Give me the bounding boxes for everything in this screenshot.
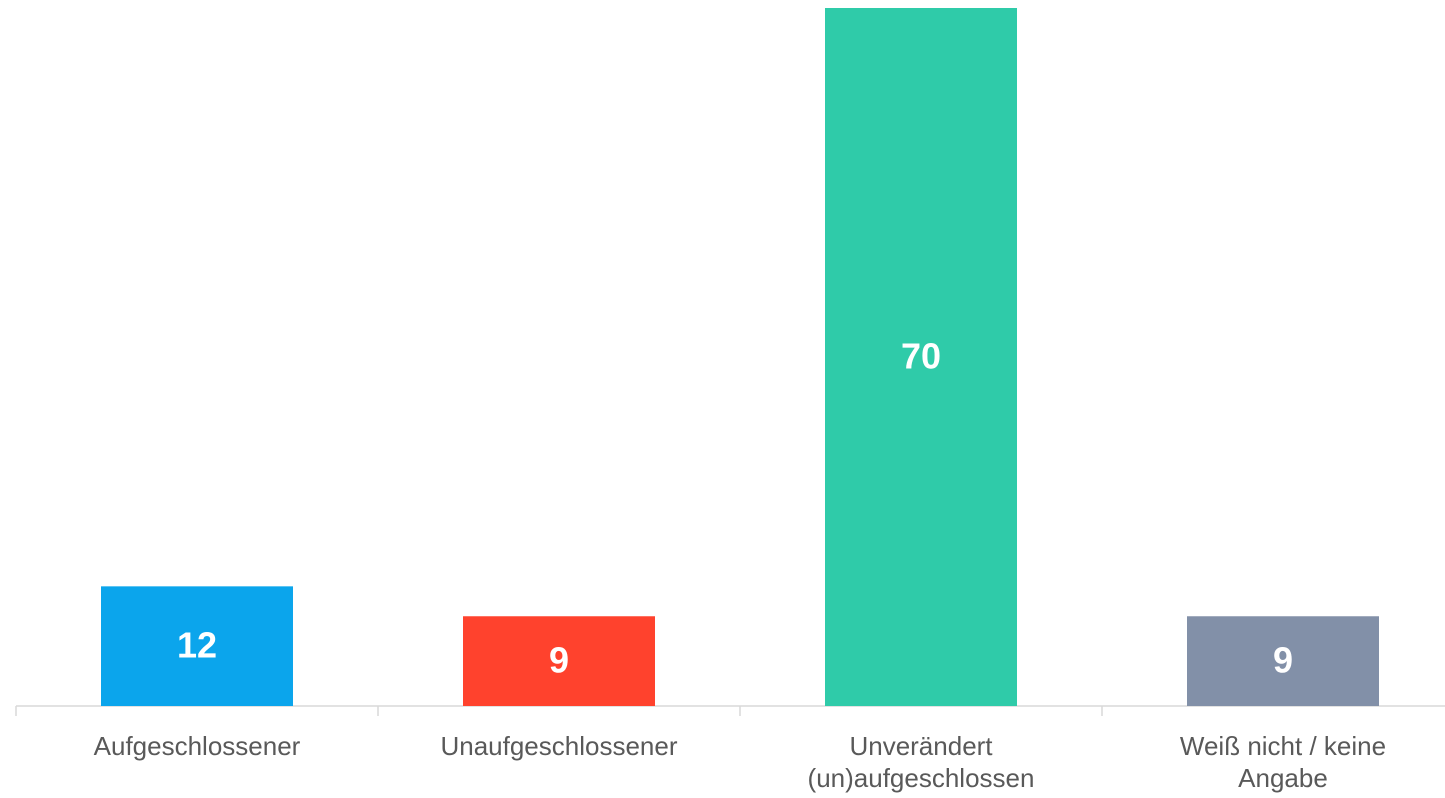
x-tick-label: Unaufgeschlossener [440,731,678,761]
bar [463,616,655,706]
bar [825,8,1017,706]
data-label: 9 [549,640,569,681]
bar [101,586,293,706]
data-label: 9 [1273,640,1293,681]
data-label: 12 [177,625,217,666]
bar [1187,616,1379,706]
x-tick-label: Unverändert (un)aufgeschlossen [807,731,1035,793]
x-tick-label: Aufgeschlossener [93,731,301,761]
x-tick-label: Weiß nicht / keine Angabe [1179,731,1387,793]
data-label: 70 [901,336,941,377]
